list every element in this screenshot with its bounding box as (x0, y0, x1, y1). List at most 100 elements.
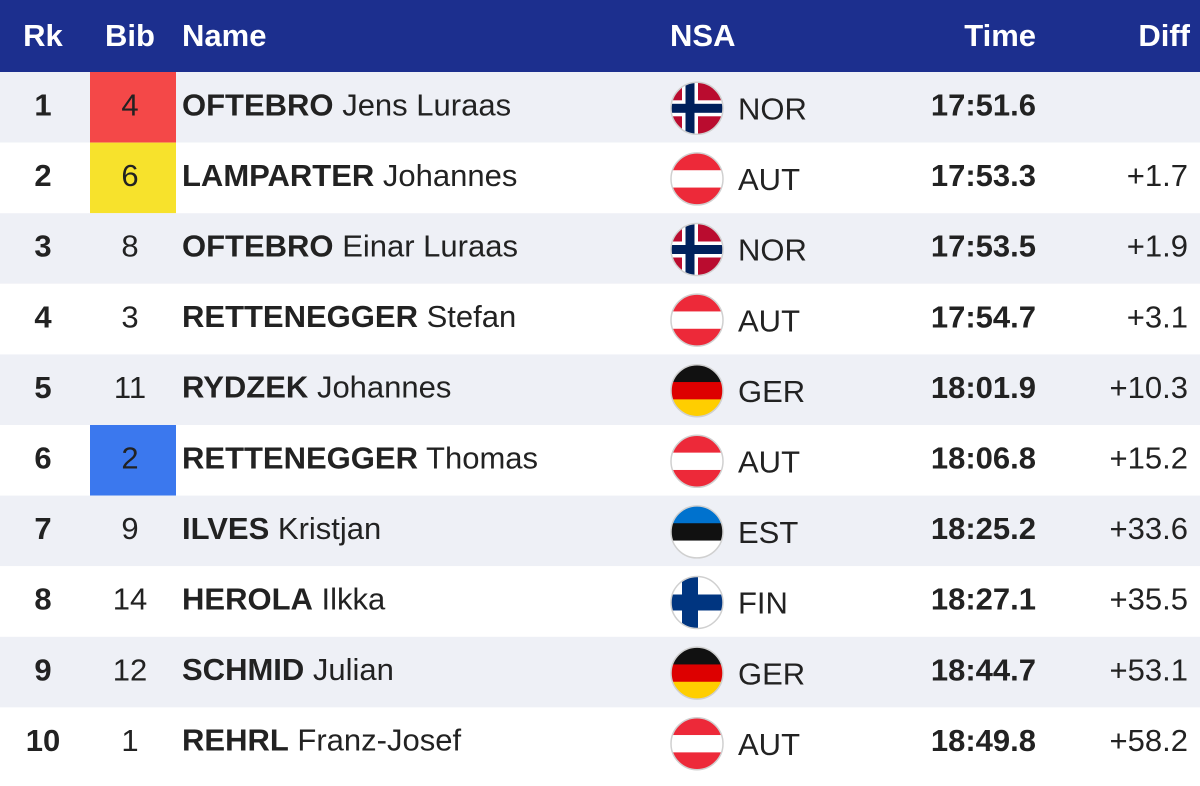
row-bg (0, 283, 1200, 355)
diff: +1.9 (1127, 229, 1188, 264)
nsa-code: GER (738, 656, 805, 691)
flag-stripe (671, 717, 723, 736)
given-name: Ilkka (322, 582, 387, 617)
given-name: Jens Luraas (342, 87, 511, 122)
surname: OFTEBRO (182, 87, 334, 122)
flag-stripe (671, 364, 723, 383)
nsa-code: NOR (738, 91, 807, 126)
header-bib: Bib (105, 18, 155, 53)
flag-ring (670, 363, 724, 418)
given-name: Johannes (317, 370, 451, 405)
rank: 3 (34, 229, 51, 264)
athlete-name: OFTEBRO Jens Luraas (182, 87, 511, 122)
nsa-code: FIN (738, 586, 788, 621)
surname: ILVES (182, 511, 269, 546)
nsa-code: AUT (738, 162, 800, 197)
flag-cross-inner (671, 245, 723, 254)
nsa-code: AUT (738, 444, 800, 479)
bib: 1 (121, 723, 138, 758)
header-nsa: NSA (670, 18, 735, 53)
bib-highlight (90, 425, 176, 496)
diff: +10.3 (1110, 370, 1188, 405)
flag-stripe (671, 523, 723, 542)
flag-stripe (671, 311, 723, 330)
time: 18:01.9 (931, 370, 1036, 405)
time: 17:53.3 (931, 158, 1036, 193)
flag (671, 223, 723, 276)
flag-stripe (671, 540, 723, 558)
flag-stripe (671, 452, 723, 471)
flag (671, 152, 723, 205)
athlete-name: HEROLA Ilkka (182, 582, 386, 617)
flag-stripe (671, 647, 723, 665)
flag-stripe (671, 328, 723, 347)
flag-stripe (671, 382, 723, 400)
flag-stripe (671, 505, 723, 524)
flag (671, 576, 723, 629)
nsa-code: NOR (738, 233, 807, 268)
rank: 4 (34, 299, 52, 334)
nsa-code: EST (738, 515, 798, 550)
rank: 2 (34, 158, 51, 193)
bib: 11 (114, 370, 146, 405)
row-bg (0, 566, 1200, 637)
row-bg (0, 142, 1200, 214)
flag-ring (670, 152, 724, 206)
rank: 8 (34, 582, 51, 617)
surname: HEROLA (182, 582, 313, 617)
flag-ring (670, 646, 724, 700)
athlete-name: RETTENEGGER Thomas (182, 440, 538, 475)
rank: 10 (26, 723, 60, 758)
nsa-code: GER (738, 374, 805, 409)
flag-ring (670, 505, 724, 559)
diff: +3.1 (1127, 299, 1188, 334)
row-bg (0, 425, 1200, 496)
surname: RETTENEGGER (182, 299, 418, 334)
header-diff: Diff (1138, 18, 1190, 53)
rank: 7 (34, 511, 51, 546)
diff: +33.6 (1110, 511, 1188, 546)
nsa-code: AUT (738, 303, 800, 338)
given-name: Julian (313, 652, 394, 687)
row-bg (0, 495, 1200, 567)
surname: OFTEBRO (182, 229, 334, 264)
flag-stripe (671, 664, 723, 683)
bib-highlight (90, 72, 176, 143)
nsa-code: AUT (738, 727, 800, 762)
bib: 8 (121, 229, 138, 264)
athlete-name: ILVES Kristjan (182, 511, 381, 546)
time: 18:49.8 (931, 723, 1036, 758)
surname: SCHMID (182, 652, 304, 687)
given-name: Einar Luraas (342, 229, 518, 264)
given-name: Johannes (383, 158, 517, 193)
flag (671, 294, 723, 347)
bib: 2 (121, 440, 138, 475)
time: 17:54.7 (931, 299, 1036, 334)
time: 18:06.8 (931, 440, 1036, 475)
bib: 4 (121, 87, 138, 122)
athlete-name: REHRL Franz-Josef (182, 723, 461, 758)
given-name: Franz-Josef (297, 723, 461, 758)
rank: 6 (34, 440, 51, 475)
flag-stripe (671, 399, 723, 417)
flag-ring (670, 575, 724, 630)
header-time: Time (964, 18, 1036, 53)
surname: RYDZEK (182, 370, 309, 405)
time: 18:25.2 (931, 511, 1036, 546)
flag-cross-inner (671, 103, 723, 113)
rank: 1 (34, 87, 51, 122)
flag (671, 435, 723, 488)
row-bg (0, 213, 1200, 284)
time: 18:44.7 (931, 652, 1036, 687)
flag-ring (670, 716, 724, 771)
row-bg (0, 354, 1200, 425)
flag-stripe (671, 294, 723, 312)
bib: 6 (121, 158, 138, 193)
diff: +15.2 (1110, 440, 1188, 475)
athlete-name: OFTEBRO Einar Luraas (182, 229, 518, 264)
flag-stripe (671, 170, 723, 189)
flag-stripe (671, 681, 723, 700)
flag-cross-inner (671, 598, 723, 607)
row-bg (0, 636, 1200, 708)
